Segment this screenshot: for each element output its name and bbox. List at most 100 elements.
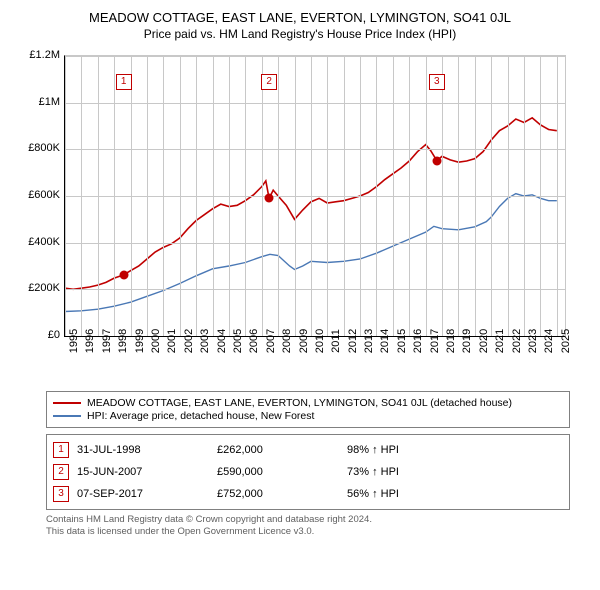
legend-label: HPI: Average price, detached house, New … xyxy=(87,410,314,422)
x-tick-label: 2006 xyxy=(248,329,260,353)
gridline-v xyxy=(475,56,476,336)
gridline-h xyxy=(65,289,565,290)
x-tick-label: 2001 xyxy=(166,329,178,353)
legend-item: HPI: Average price, detached house, New … xyxy=(53,410,563,422)
sale-row-delta: 98% ↑ HPI xyxy=(347,444,527,456)
x-tick-label: 1996 xyxy=(84,329,96,353)
x-tick-label: 2002 xyxy=(183,329,195,353)
gridline-v xyxy=(344,56,345,336)
y-tick-label: £800K xyxy=(28,142,60,154)
sale-row-price: £590,000 xyxy=(217,466,347,478)
y-tick-label: £1.2M xyxy=(29,49,60,61)
x-tick-label: 2003 xyxy=(199,329,211,353)
gridline-v xyxy=(491,56,492,336)
gridline-v xyxy=(196,56,197,336)
x-tick-label: 2023 xyxy=(527,329,539,353)
x-tick-label: 2020 xyxy=(478,329,490,353)
gridline-v xyxy=(327,56,328,336)
sale-row-number: 2 xyxy=(53,464,69,480)
gridline-v xyxy=(524,56,525,336)
x-tick-label: 2016 xyxy=(412,329,424,353)
x-tick-label: 2025 xyxy=(560,329,572,353)
gridline-v xyxy=(442,56,443,336)
sale-row-price: £752,000 xyxy=(217,488,347,500)
gridline-h xyxy=(65,56,565,57)
gridline-v xyxy=(393,56,394,336)
gridline-v xyxy=(458,56,459,336)
x-tick-label: 2022 xyxy=(511,329,523,353)
gridline-v xyxy=(508,56,509,336)
gridline-h xyxy=(65,196,565,197)
x-tick-label: 2004 xyxy=(216,329,228,353)
gridline-v xyxy=(81,56,82,336)
footer-line-2: This data is licensed under the Open Gov… xyxy=(46,526,580,538)
legend-item: MEADOW COTTAGE, EAST LANE, EVERTON, LYMI… xyxy=(53,397,563,409)
gridline-h xyxy=(65,243,565,244)
gridline-v xyxy=(245,56,246,336)
sale-point-dot xyxy=(432,156,441,165)
gridline-v xyxy=(65,56,66,336)
sale-row-date: 31-JUL-1998 xyxy=(77,444,217,456)
chart-subtitle: Price paid vs. HM Land Registry's House … xyxy=(10,27,590,41)
y-tick-label: £400K xyxy=(28,236,60,248)
plot-area: 123 xyxy=(64,55,566,337)
footer-line-1: Contains HM Land Registry data © Crown c… xyxy=(46,514,580,526)
sale-row: 215-JUN-2007£590,00073% ↑ HPI xyxy=(53,461,563,483)
gridline-v xyxy=(409,56,410,336)
x-tick-label: 2005 xyxy=(232,329,244,353)
gridline-v xyxy=(98,56,99,336)
gridline-h xyxy=(65,103,565,104)
x-tick-label: 2019 xyxy=(461,329,473,353)
sale-point-dot xyxy=(265,194,274,203)
x-tick-label: 2015 xyxy=(396,329,408,353)
sale-row: 3 07-SEP-2017£752,00056% ↑ HPI xyxy=(53,483,563,505)
gridline-v xyxy=(229,56,230,336)
gridline-v xyxy=(311,56,312,336)
gridline-v xyxy=(557,56,558,336)
sale-row-number: 3 xyxy=(53,486,69,502)
sale-row-date: 15-JUN-2007 xyxy=(77,466,217,478)
x-tick-label: 1995 xyxy=(68,329,80,353)
x-tick-label: 2012 xyxy=(347,329,359,353)
sale-row-delta: 56% ↑ HPI xyxy=(347,488,527,500)
y-tick-label: £600K xyxy=(28,189,60,201)
legend: MEADOW COTTAGE, EAST LANE, EVERTON, LYMI… xyxy=(46,391,570,428)
sale-marker-box: 3 xyxy=(429,74,445,90)
sales-table: 1 31-JUL-1998£262,00098% ↑ HPI 2 15-JUN-200… xyxy=(46,434,570,510)
chart-container: MEADOW COTTAGE, EAST LANE, EVERTON, LYMI… xyxy=(0,0,600,545)
y-tick-label: £200K xyxy=(28,282,60,294)
legend-label: MEADOW COTTAGE, EAST LANE, EVERTON, LYMI… xyxy=(87,397,512,409)
gridline-v xyxy=(278,56,279,336)
x-tick-label: 2009 xyxy=(298,329,310,353)
footer-attribution: Contains HM Land Registry data © Crown c… xyxy=(46,514,580,539)
sale-row-number: 1 xyxy=(53,442,69,458)
y-tick-label: £1M xyxy=(39,96,60,108)
gridline-v xyxy=(163,56,164,336)
x-tick-label: 2010 xyxy=(314,329,326,353)
legend-swatch xyxy=(53,415,81,417)
x-tick-label: 2021 xyxy=(494,329,506,353)
gridline-v xyxy=(376,56,377,336)
gridline-v xyxy=(295,56,296,336)
gridline-v xyxy=(131,56,132,336)
gridline-v xyxy=(262,56,263,336)
x-tick-label: 1997 xyxy=(101,329,113,353)
sale-row-price: £262,000 xyxy=(217,444,347,456)
x-tick-label: 2008 xyxy=(281,329,293,353)
x-tick-label: 1998 xyxy=(117,329,129,353)
gridline-v xyxy=(540,56,541,336)
x-tick-label: 1999 xyxy=(134,329,146,353)
sale-row-date: 07-SEP-2017 xyxy=(77,488,217,500)
sale-marker-box: 2 xyxy=(261,74,277,90)
x-tick-label: 2000 xyxy=(150,329,162,353)
x-tick-label: 2007 xyxy=(265,329,277,353)
x-tick-label: 2018 xyxy=(445,329,457,353)
x-tick-label: 2013 xyxy=(363,329,375,353)
gridline-v xyxy=(114,56,115,336)
x-tick-label: 2024 xyxy=(543,329,555,353)
sale-row: 1 31-JUL-1998£262,00098% ↑ HPI xyxy=(53,439,563,461)
gridline-v xyxy=(360,56,361,336)
x-tick-label: 2017 xyxy=(429,329,441,353)
gridline-v xyxy=(147,56,148,336)
chart-title: MEADOW COTTAGE, EAST LANE, EVERTON, LYMI… xyxy=(10,10,590,25)
